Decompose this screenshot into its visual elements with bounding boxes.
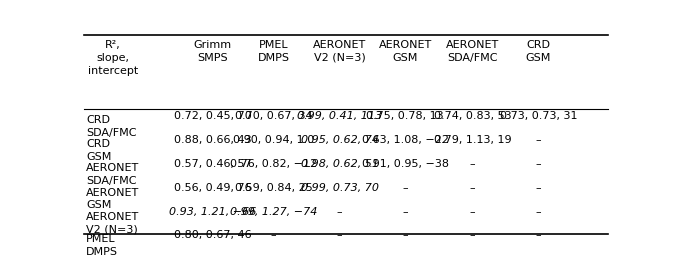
Text: 0.91, 0.95, −38: 0.91, 0.95, −38 xyxy=(362,159,449,169)
Text: 0.98, 0.62, 51: 0.98, 0.62, 51 xyxy=(300,159,379,169)
Text: 0.59, 0.84, 25: 0.59, 0.84, 25 xyxy=(235,184,313,193)
Text: PMEL
DMPS: PMEL DMPS xyxy=(258,40,290,63)
Text: 0.88, 0.66, 43: 0.88, 0.66, 43 xyxy=(173,135,251,145)
Text: –: – xyxy=(536,207,541,217)
Text: 0.74, 0.83, 53: 0.74, 0.83, 53 xyxy=(434,111,512,121)
Text: CRD
SDA/FMC: CRD SDA/FMC xyxy=(86,115,136,138)
Text: AERONET
SDA/FMC: AERONET SDA/FMC xyxy=(86,163,139,186)
Text: AERONET
GSM: AERONET GSM xyxy=(86,188,139,210)
Text: AERONET
GSM: AERONET GSM xyxy=(379,40,432,63)
Text: 0.99, 1.27, −74: 0.99, 1.27, −74 xyxy=(230,207,317,217)
Text: 0.75, 0.78, 13: 0.75, 0.78, 13 xyxy=(367,111,444,121)
Text: –: – xyxy=(470,207,475,217)
Text: 0.56, 0.49, 76: 0.56, 0.49, 76 xyxy=(173,184,251,193)
Text: 0.93, 1.21, −66: 0.93, 1.21, −66 xyxy=(169,207,256,217)
Text: 0.99, 0.73, 70: 0.99, 0.73, 70 xyxy=(300,184,379,193)
Text: 0.57, 0.46, 57: 0.57, 0.46, 57 xyxy=(173,159,251,169)
Text: –: – xyxy=(402,230,408,240)
Text: –: – xyxy=(536,159,541,169)
Text: AERONET
V2 (N=3): AERONET V2 (N=3) xyxy=(313,40,367,63)
Text: –: – xyxy=(271,230,277,240)
Text: 0.72, 0.45, 70: 0.72, 0.45, 70 xyxy=(173,111,251,121)
Text: 0.76, 0.82, −12: 0.76, 0.82, −12 xyxy=(230,159,317,169)
Text: 0.80, 0.67, 46: 0.80, 0.67, 46 xyxy=(173,230,251,240)
Text: 0.79, 1.13, 19: 0.79, 1.13, 19 xyxy=(434,135,512,145)
Text: AERONET
SDA/FMC: AERONET SDA/FMC xyxy=(446,40,499,63)
Text: –: – xyxy=(470,184,475,193)
Text: R²,
slope,
intercept: R², slope, intercept xyxy=(88,40,138,76)
Text: –: – xyxy=(536,230,541,240)
Text: PMEL
DMPS: PMEL DMPS xyxy=(86,234,118,257)
Text: CRD
GSM: CRD GSM xyxy=(86,139,111,162)
Text: –: – xyxy=(402,207,408,217)
Text: –: – xyxy=(402,184,408,193)
Text: –: – xyxy=(337,207,342,217)
Text: –: – xyxy=(470,230,475,240)
Text: –: – xyxy=(536,135,541,145)
Text: CRD
GSM: CRD GSM xyxy=(526,40,551,63)
Text: 0.99, 0.41, 113: 0.99, 0.41, 113 xyxy=(297,111,382,121)
Text: –: – xyxy=(470,159,475,169)
Text: AERONET
V2 (N=3): AERONET V2 (N=3) xyxy=(86,211,139,234)
Text: –: – xyxy=(536,184,541,193)
Text: 0.73, 0.73, 31: 0.73, 0.73, 31 xyxy=(500,111,577,121)
Text: 0.95, 0.62, 74: 0.95, 0.62, 74 xyxy=(300,135,379,145)
Text: Grimm
SMPS: Grimm SMPS xyxy=(194,40,232,63)
Text: 0.70, 0.67, 34: 0.70, 0.67, 34 xyxy=(235,111,313,121)
Text: 0.90, 0.94, 1.0: 0.90, 0.94, 1.0 xyxy=(233,135,315,145)
Text: 0.63, 1.08, −22: 0.63, 1.08, −22 xyxy=(362,135,449,145)
Text: –: – xyxy=(337,230,342,240)
